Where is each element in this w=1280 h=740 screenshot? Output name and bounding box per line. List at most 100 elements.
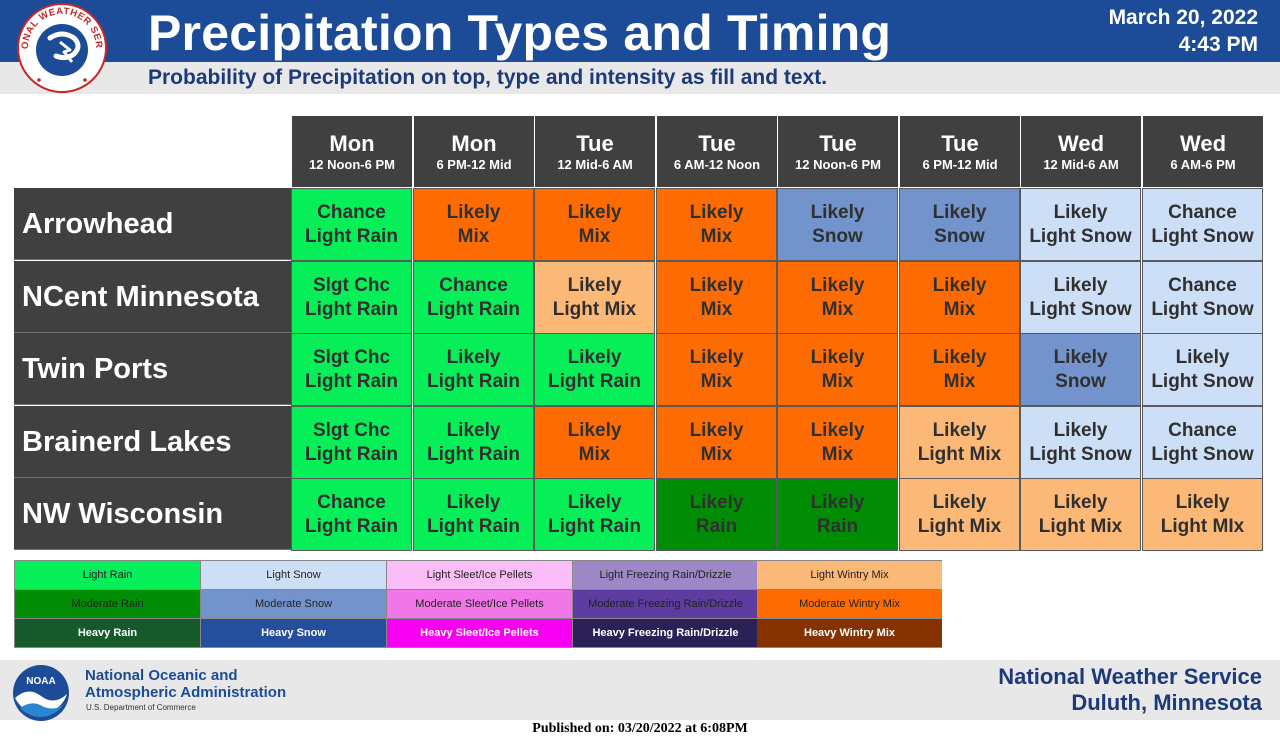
cell-probability: Likely <box>932 274 987 296</box>
legend-item: Light Wintry Mix <box>757 561 942 589</box>
forecast-cell: Chance Light Rain <box>291 188 412 261</box>
cell-probability: Likely <box>810 491 865 513</box>
forecast-cell: Slgt Chc Light Rain <box>291 406 412 479</box>
forecast-cell: Likely Mix <box>777 406 898 479</box>
cell-probability: Likely <box>689 274 744 296</box>
column-day: Tue <box>576 131 614 156</box>
cell-precip-type: Light Mix <box>917 443 1002 465</box>
cell-precip-type: Mix <box>578 443 611 465</box>
cell-precip-type: Light Mix <box>1038 515 1123 537</box>
forecast-cell: Likely Mix <box>534 188 655 261</box>
office-line2: Duluth, Minnesota <box>1071 690 1262 715</box>
forecast-cell: Likely Rain <box>777 478 898 551</box>
legend-item: Moderate Sleet/Ice Pellets <box>387 590 572 618</box>
forecast-cell: Likely Light Rain <box>413 478 534 551</box>
cell-precip-type: Mix <box>700 370 733 392</box>
legend-item: Light Rain <box>15 561 200 589</box>
cell-precip-type: Mix <box>821 298 854 320</box>
cell-precip-type: Light Rain <box>548 370 641 392</box>
legend-item: Heavy Sleet/Ice Pellets <box>387 619 572 647</box>
nws-logo: NATIONAL WEATHER SERVICE <box>10 2 107 93</box>
forecast-cell: Likely Light Snow <box>1142 333 1263 406</box>
footer-bar <box>0 660 1280 720</box>
published-timestamp: Published on: 03/20/2022 at 6:08PM <box>532 721 748 736</box>
legend-item: Light Freezing Rain/Drizzle <box>573 561 758 589</box>
forecast-cell: Likely Mix <box>656 333 777 406</box>
cell-probability: Likely <box>567 346 622 368</box>
cell-probability: Likely <box>810 201 865 223</box>
cell-precip-type: Snow <box>812 225 863 247</box>
header-bar <box>0 0 1280 94</box>
row-header-twin-ports: Twin Ports <box>14 333 291 405</box>
cell-precip-type: Mix <box>700 298 733 320</box>
cell-precip-type: Mix <box>457 225 490 247</box>
forecast-cell: Chance Light Rain <box>291 478 412 551</box>
cell-precip-type: Snow <box>1055 370 1106 392</box>
cell-probability: Likely <box>567 201 622 223</box>
column-header: Mon 12 Noon-6 PM <box>292 116 412 187</box>
forecast-cell: Likely Snow <box>1020 333 1141 406</box>
column-day: Wed <box>1057 131 1105 156</box>
cell-precip-type: Mix <box>700 443 733 465</box>
forecast-cell: Likely Snow <box>899 188 1020 261</box>
cell-probability: Likely <box>446 491 501 513</box>
cell-probability: Likely <box>689 491 744 513</box>
issue-datetime: March 20, 2022 4:43 PM <box>1109 4 1258 58</box>
cell-probability: Slgt Chc <box>312 274 391 296</box>
cell-precip-type: Rain <box>695 515 738 537</box>
column-header: Tue 12 Mid-6 AM <box>535 116 655 187</box>
cell-probability: Chance <box>1168 201 1237 223</box>
cell-probability: Likely <box>1053 274 1108 296</box>
cell-precip-type: Light Snow <box>1029 225 1132 247</box>
cell-probability: Slgt Chc <box>312 346 391 368</box>
noaa-department: U.S. Department of Commerce <box>86 703 196 712</box>
column-period: 6 AM-12 Noon <box>673 157 761 172</box>
cell-precip-type: Light Rain <box>305 225 398 247</box>
cell-probability: Likely <box>1053 201 1108 223</box>
cell-probability: Likely <box>932 419 987 441</box>
cell-precip-type: Light Rain <box>427 515 520 537</box>
legend-item: Heavy Wintry Mix <box>757 619 942 647</box>
page-subtitle: Probability of Precipitation on top, typ… <box>148 66 828 89</box>
forecast-cell: Likely Mix <box>777 261 898 334</box>
cell-precip-type: Light Snow <box>1151 443 1254 465</box>
cell-probability: Chance <box>317 201 386 223</box>
forecast-cell: Likely Mix <box>656 188 777 261</box>
forecast-cell: Likely Mix <box>656 261 777 334</box>
column-period: 6 AM-6 PM <box>1170 157 1236 172</box>
cell-precip-type: Light Rain <box>427 443 520 465</box>
forecast-cell: Chance Light Snow <box>1142 188 1263 261</box>
cell-precip-type: Light Snow <box>1029 298 1132 320</box>
column-header: Tue 6 PM-12 Mid <box>900 116 1020 187</box>
legend-item: Moderate Wintry Mix <box>757 590 942 618</box>
cell-probability: Likely <box>567 274 622 296</box>
nws-office: National Weather Service Duluth, Minneso… <box>998 664 1262 716</box>
noaa-name: National Oceanic and Atmospheric Adminis… <box>85 667 286 701</box>
forecast-cell: Likely Light Rain <box>534 478 655 551</box>
forecast-cell: Likely Mix <box>534 406 655 479</box>
cell-probability: Likely <box>810 419 865 441</box>
forecast-cell: Chance Light Snow <box>1142 406 1263 479</box>
cell-probability: Likely <box>446 201 501 223</box>
cell-probability: Likely <box>689 419 744 441</box>
forecast-cell: Likely Mix <box>656 406 777 479</box>
column-period: 12 Noon-6 PM <box>795 157 881 172</box>
legend-item: Light Snow <box>201 561 386 589</box>
forecast-cell: Likely Rain <box>656 478 777 551</box>
forecast-cell: Likely Mix <box>777 333 898 406</box>
noaa-logo-text: NOAA <box>26 676 55 687</box>
legend-item: Heavy Freezing Rain/Drizzle <box>573 619 758 647</box>
cell-precip-type: Light Mix <box>917 515 1002 537</box>
row-header-brainerd-lakes: Brainerd Lakes <box>14 406 291 478</box>
cell-probability: Likely <box>1053 346 1108 368</box>
column-period: 6 PM-12 Mid <box>436 157 512 172</box>
row-header-arrowhead: Arrowhead <box>14 188 291 260</box>
issue-date: March 20, 2022 <box>1108 6 1258 29</box>
legend-item: Light Sleet/Ice Pellets <box>387 561 572 589</box>
legend-item: Moderate Freezing Rain/Drizzle <box>573 590 758 618</box>
cell-probability: Likely <box>446 346 501 368</box>
cell-precip-type: Light MIx <box>1160 515 1245 537</box>
column-period: 12 Mid-6 AM <box>557 157 633 172</box>
cell-probability: Likely <box>1175 346 1230 368</box>
forecast-cell: Likely Light MIx <box>1142 478 1263 551</box>
